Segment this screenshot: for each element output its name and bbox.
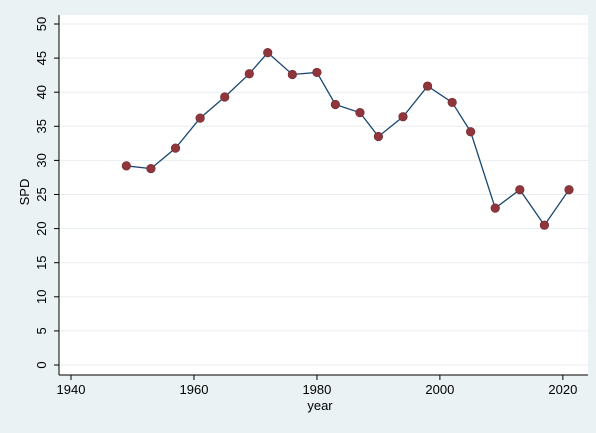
data-point (244, 69, 254, 79)
data-point (287, 69, 297, 80)
data-point (146, 163, 156, 174)
data-point (422, 81, 433, 91)
x-tick-label: 1940 (57, 382, 86, 397)
data-point (515, 185, 525, 195)
gridlines (59, 23, 588, 366)
y-tick-label: 5 (34, 327, 49, 334)
data-point (121, 161, 131, 171)
data-point (355, 108, 365, 118)
y-tick-label: 40 (34, 85, 49, 99)
x-tick-label: 2000 (425, 382, 454, 397)
data-point (373, 131, 384, 142)
y-tick-label: 10 (34, 290, 49, 304)
data-point (195, 113, 205, 123)
data-point (447, 97, 457, 108)
data-point (312, 67, 322, 78)
y-tick-label: 45 (34, 51, 49, 65)
tick-labels: 0 5 10 15 20 25 30 35 40 45 50 1940 1960 1980 2000 2020 (34, 17, 577, 397)
data-point (263, 48, 273, 58)
y-tick-label: 20 (34, 221, 49, 235)
data-point (398, 112, 408, 122)
data-point (539, 220, 550, 230)
y-tick-label: 35 (34, 119, 49, 133)
x-tick-label: 1960 (180, 382, 209, 397)
data-point (220, 92, 230, 102)
x-tick-label: 2020 (548, 382, 577, 397)
series-line (126, 51, 570, 227)
data-point (330, 99, 340, 110)
data-point (466, 127, 476, 137)
y-tick-label: 25 (34, 187, 49, 201)
axes (54, 15, 588, 380)
x-axis-title: year (307, 398, 333, 413)
y-tick-label: 0 (34, 361, 49, 368)
data-point (564, 185, 574, 195)
y-tick-label: 30 (34, 153, 49, 167)
y-axis-title: SPD (17, 179, 32, 206)
data-point (490, 203, 500, 213)
data-point (170, 143, 181, 153)
y-tick-label: 15 (34, 255, 49, 269)
data-series (121, 48, 574, 230)
x-tick-label: 1980 (302, 382, 331, 397)
y-tick-label: 50 (34, 17, 49, 31)
